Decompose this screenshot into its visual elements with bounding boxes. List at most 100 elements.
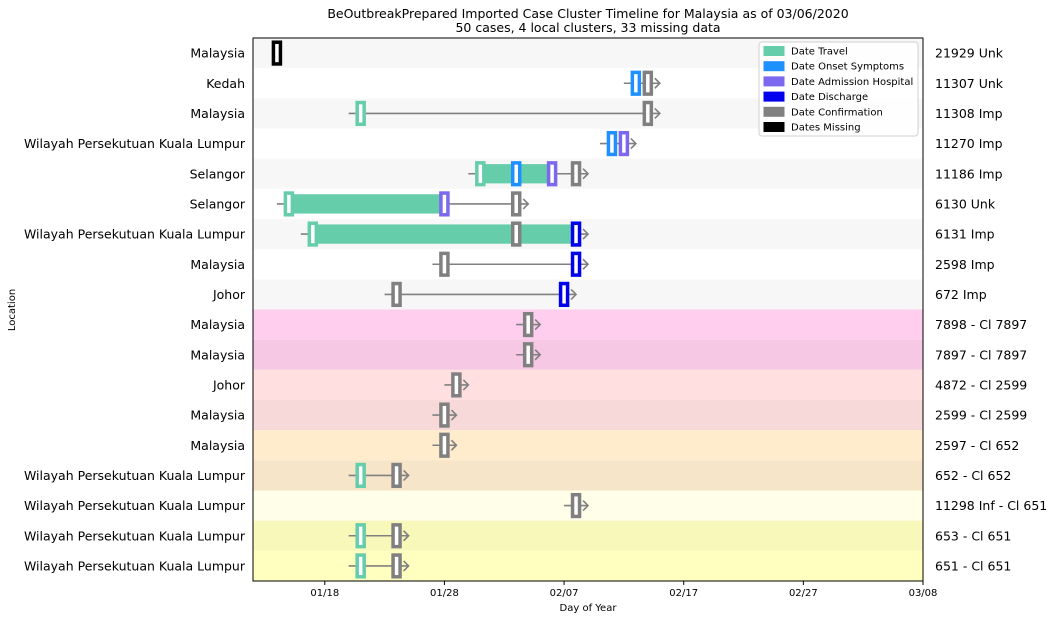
confirmation-marker (522, 311, 534, 338)
location-label: Malaysia (190, 347, 245, 362)
row-band (253, 309, 923, 340)
case-label: 11307 Unk (935, 76, 1004, 91)
case-label: 6130 Unk (935, 196, 996, 211)
case-label: 11186 Imp (935, 166, 1003, 181)
confirmation-marker (391, 553, 402, 579)
travel-bar (312, 224, 577, 244)
x-tick-label: 01/28 (430, 588, 459, 599)
legend: Date Travel Date Onset Symptoms Date Admis… (758, 41, 919, 137)
location-label: Wilayah Persekutuan Kuala Lumpur (24, 227, 246, 242)
discharge-marker (570, 251, 582, 277)
chart-title: BeOutbreakPrepared Imported Case Cluster… (327, 6, 848, 21)
confirmation-marker (642, 70, 654, 96)
legend-label-discharge: Date Discharge (791, 92, 868, 103)
row-band (253, 369, 923, 400)
case-labels: 21929 Unk 11307 Unk 11308 Imp 11270 Imp 1118… (935, 46, 1047, 574)
travel-marker (307, 221, 319, 247)
onset-marker (510, 161, 522, 187)
case-label: 653 - Cl 651 (935, 528, 1011, 543)
x-axis-ticks: 01/18 01/28 02/07 02/17 02/27 03/08 (310, 581, 937, 599)
legend-swatch-onset (763, 61, 785, 72)
travel-marker (283, 191, 295, 217)
case-label: 672 Imp (935, 287, 987, 302)
travel-bar (288, 194, 445, 214)
legend-swatch-admission (763, 76, 785, 87)
timeline-arrow (450, 439, 458, 451)
legend-swatch-missing (763, 122, 785, 132)
legend-swatch-discharge (763, 91, 785, 102)
timeline-arrow (403, 469, 410, 481)
timeline-arrow (582, 258, 590, 270)
location-label: Johor (212, 377, 246, 392)
legend-frame (758, 41, 919, 137)
case-label: 7897 - Cl 7897 (935, 347, 1027, 362)
confirmation-marker (510, 191, 522, 217)
missing-marker (271, 40, 283, 66)
location-label: Wilayah Persekutuan Kuala Lumpur (24, 468, 246, 483)
case-label: 6131 Imp (935, 227, 995, 242)
travel-marker (355, 523, 366, 549)
case-label: 2598 Imp (935, 257, 995, 272)
onset-marker (606, 130, 618, 157)
plot-area (271, 40, 661, 579)
timeline-arrow (582, 500, 590, 512)
timeline-arrow (570, 288, 578, 300)
case-label: 2599 - Cl 2599 (935, 408, 1027, 423)
x-tick-label: 02/27 (789, 588, 818, 599)
confirmation-marker (451, 372, 462, 398)
location-label: Wilayah Persekutuan Kuala Lumpur (24, 558, 246, 573)
location-label: Wilayah Persekutuan Kuala Lumpur (24, 528, 246, 543)
confirmation-marker (391, 462, 402, 489)
location-label: Malaysia (190, 106, 245, 121)
case-label: 11270 Imp (935, 136, 1003, 151)
timeline-arrow (403, 530, 410, 542)
x-tick-label: 01/18 (310, 588, 339, 599)
legend-label-confirmation: Date Confirmation (791, 107, 883, 118)
admission-marker (618, 130, 630, 157)
confirmation-marker (391, 523, 402, 549)
row-band (253, 339, 923, 370)
admission-marker (439, 191, 450, 217)
location-label: Wilayah Persekutuan Kuala Lumpur (24, 136, 246, 151)
confirmation-marker (439, 402, 450, 428)
travel-marker (475, 161, 486, 187)
confirmation-marker (570, 492, 582, 519)
legend-swatch-travel (763, 46, 785, 56)
confirmation-marker (391, 281, 402, 308)
confirmation-marker (510, 221, 522, 247)
location-label: Kedah (206, 76, 245, 91)
timeline-arrow (630, 138, 638, 150)
timeline-arrow (403, 560, 410, 572)
timeline-arrow (450, 409, 458, 421)
legend-label-missing: Dates Missing (791, 123, 861, 134)
x-tick-label: 02/07 (550, 588, 579, 599)
legend-label-admission: Date Admission Hospital (791, 77, 913, 88)
timeline-arrow (654, 77, 661, 89)
discharge-marker (570, 221, 582, 247)
timeline-arrow (654, 107, 661, 119)
confirmation-marker (570, 161, 582, 187)
location-label: Selangor (190, 196, 246, 211)
plot-frame (252, 37, 924, 582)
y-axis-label: Location (7, 289, 18, 331)
case-label: 652 - Cl 652 (935, 468, 1011, 483)
confirmation-marker (642, 100, 654, 127)
location-label: Selangor (190, 166, 246, 181)
timeline-arrow (522, 198, 530, 210)
confirmation-marker (439, 432, 450, 458)
location-label: Wilayah Persekutuan Kuala Lumpur (24, 498, 246, 513)
case-label: 2597 - Cl 652 (935, 438, 1019, 453)
onset-marker (630, 70, 642, 96)
location-label: Malaysia (190, 438, 245, 453)
location-label: Johor (212, 287, 246, 302)
timeline-arrow (534, 319, 542, 331)
y-axis-labels: Malaysia Kedah Malaysia Wilayah Persekutuan… (24, 46, 246, 574)
admission-marker (546, 161, 558, 187)
travel-marker (355, 100, 366, 127)
discharge-marker (558, 281, 570, 308)
case-label: 11298 Inf - Cl 651 (935, 498, 1047, 513)
case-label: 21929 Unk (935, 46, 1004, 61)
travel-marker (355, 553, 366, 579)
